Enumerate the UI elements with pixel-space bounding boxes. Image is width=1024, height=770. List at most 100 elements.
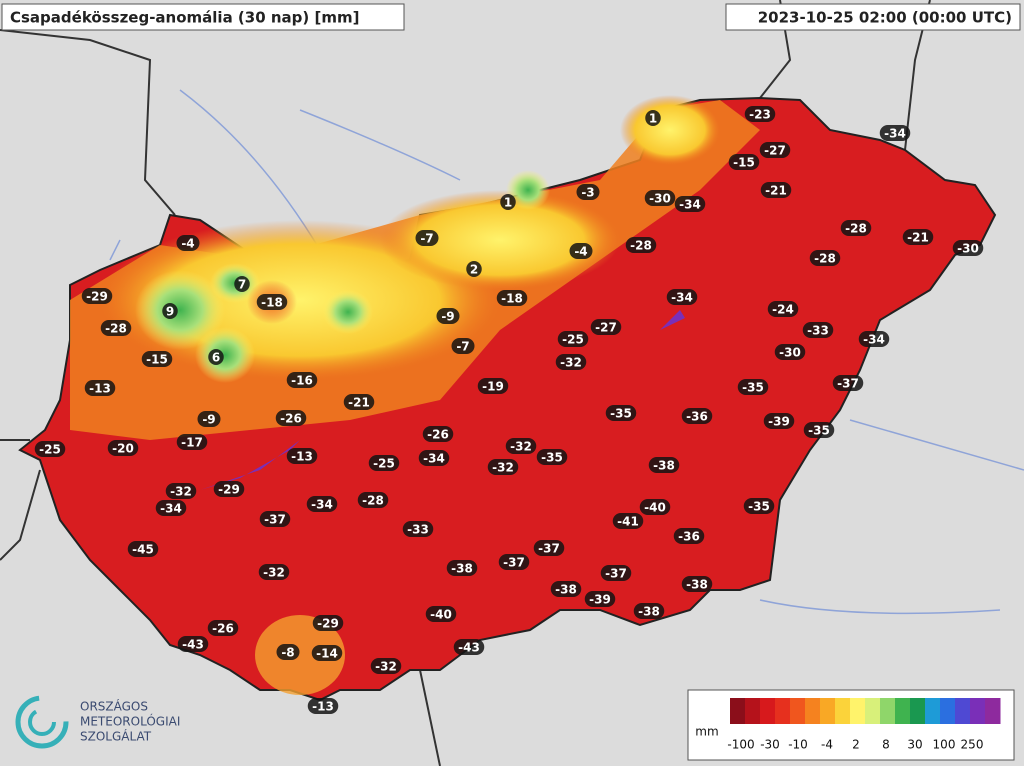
green-zone — [323, 290, 373, 334]
legend-swatch — [880, 698, 896, 724]
station-badge — [728, 154, 760, 170]
station-badge — [952, 240, 984, 256]
station-value: -29 — [86, 290, 108, 304]
station-badge — [466, 261, 482, 277]
station-value: -4 — [181, 237, 194, 251]
station-value: -30 — [649, 192, 671, 206]
station-badge — [208, 349, 224, 365]
logo: ORSZÁGOS METEOROLÓGIAI SZOLGÁLAT — [15, 695, 180, 749]
station-value: -15 — [146, 353, 168, 367]
station-badge — [286, 448, 318, 464]
station-value: -9 — [441, 310, 454, 324]
station-badge — [760, 182, 792, 198]
station-badge — [100, 320, 132, 336]
station-badge — [590, 319, 622, 335]
station-value: -26 — [280, 412, 302, 426]
station-badge — [625, 237, 657, 253]
legend-tick-label: -4 — [821, 738, 833, 752]
station-badge — [633, 603, 665, 619]
station-badge — [879, 125, 911, 141]
station-value: -18 — [261, 296, 283, 310]
station-badge — [162, 303, 178, 319]
station-value: -34 — [160, 502, 182, 516]
station-value: -28 — [105, 322, 127, 336]
station-value: 2 — [470, 263, 478, 277]
station-badge — [681, 408, 713, 424]
station-badge — [505, 438, 537, 454]
station-badge — [569, 243, 593, 259]
station-value: -35 — [748, 500, 770, 514]
station-value: -18 — [501, 292, 523, 306]
station-value: -17 — [181, 436, 203, 450]
station-value: -36 — [686, 410, 708, 424]
legend-swatch — [760, 698, 776, 724]
station-badge — [306, 496, 338, 512]
station-value: -37 — [503, 556, 525, 570]
station-value: -4 — [574, 245, 587, 259]
station-badge — [213, 481, 245, 497]
station-badge — [141, 351, 173, 367]
station-badge — [767, 301, 799, 317]
station-value: -25 — [562, 333, 584, 347]
station-value: -16 — [291, 374, 313, 388]
station-value: -37 — [837, 377, 859, 391]
station-value: -34 — [671, 291, 693, 305]
station-badge — [155, 500, 187, 516]
legend-swatch — [985, 698, 1001, 724]
green-zone — [135, 270, 225, 350]
station-badge — [402, 521, 434, 537]
station-value: -35 — [610, 407, 632, 421]
legend-swatch — [775, 698, 791, 724]
legend-swatch — [730, 698, 746, 724]
logo-mark — [15, 695, 69, 749]
station-badge — [307, 698, 339, 714]
station-value: -27 — [764, 144, 786, 158]
station-value: -35 — [541, 451, 563, 465]
station-value: -37 — [538, 542, 560, 556]
station-value: 7 — [238, 278, 246, 292]
station-value: -34 — [311, 498, 333, 512]
station-value: -39 — [589, 593, 611, 607]
station-badge — [415, 230, 439, 246]
station-badge — [177, 636, 209, 652]
station-badge — [858, 331, 890, 347]
legend-swatch — [790, 698, 806, 724]
station-value: -23 — [749, 108, 771, 122]
station-value: -27 — [595, 321, 617, 335]
station-badge — [34, 441, 66, 457]
station-badge — [557, 331, 589, 347]
station-value: -34 — [679, 198, 701, 212]
legend-tick-label: 8 — [882, 738, 890, 752]
station-badge — [81, 288, 113, 304]
station-badge — [533, 540, 565, 556]
station-value: 9 — [166, 305, 174, 319]
station-badge — [744, 106, 776, 122]
station-badge — [422, 426, 454, 442]
legend-swatch — [850, 698, 866, 724]
station-badge — [418, 450, 450, 466]
green-zone — [195, 327, 255, 383]
station-badge — [451, 338, 475, 354]
legend-swatch — [970, 698, 986, 724]
station-value: -29 — [218, 483, 240, 497]
logo-text: SZOLGÁLAT — [80, 729, 152, 744]
station-badge — [259, 511, 291, 527]
station-value: -32 — [375, 660, 397, 674]
station-badge — [832, 375, 864, 391]
station-value: -43 — [182, 638, 204, 652]
station-badge — [648, 457, 680, 473]
station-badge — [536, 449, 568, 465]
timestamp-box — [725, 3, 1021, 31]
legend-swatch — [895, 698, 911, 724]
station-value: -28 — [814, 252, 836, 266]
station-value: -33 — [407, 523, 429, 537]
station-value: -38 — [451, 562, 473, 576]
legend-swatch — [910, 698, 926, 724]
station-badge — [500, 194, 516, 210]
station-value: -32 — [492, 461, 514, 475]
station-badge — [84, 380, 116, 396]
legend-unit: mm — [695, 725, 718, 739]
station-value: -38 — [555, 583, 577, 597]
